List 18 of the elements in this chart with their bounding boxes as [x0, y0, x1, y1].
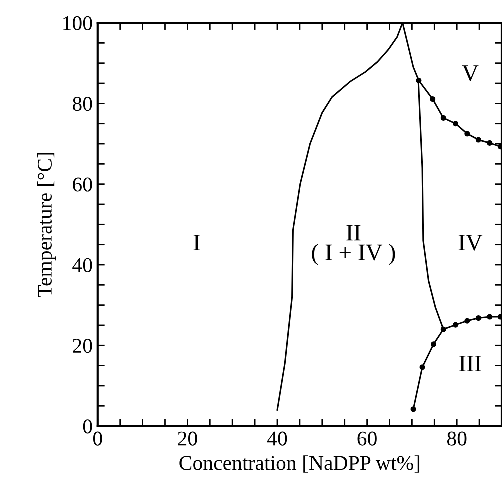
- annotation: IV: [458, 235, 483, 251]
- x-tick-label: 60: [358, 432, 377, 446]
- annotation: V: [462, 66, 479, 82]
- y-axis-title: Temperature [°C]: [37, 153, 56, 298]
- x-axis-title: Concentration [NaDPP wt%]: [180, 456, 420, 473]
- annotation: I: [194, 235, 200, 251]
- x-tick-label: 0: [93, 432, 102, 446]
- y-tick-label: 80: [72, 97, 92, 112]
- x-tick-label: 40: [267, 432, 288, 446]
- x-tick-label: 20: [178, 432, 198, 446]
- annotation: II ( I + IV ): [312, 225, 396, 266]
- x-tick-label: 80: [447, 432, 467, 446]
- annotation: III: [460, 356, 482, 372]
- y-tick-label: 60: [73, 178, 92, 192]
- y-tick-label: 0: [83, 420, 92, 434]
- y-tick-label: 100: [64, 16, 92, 30]
- y-tick-label: 20: [73, 339, 92, 354]
- y-tick-label: 40: [72, 258, 92, 272]
